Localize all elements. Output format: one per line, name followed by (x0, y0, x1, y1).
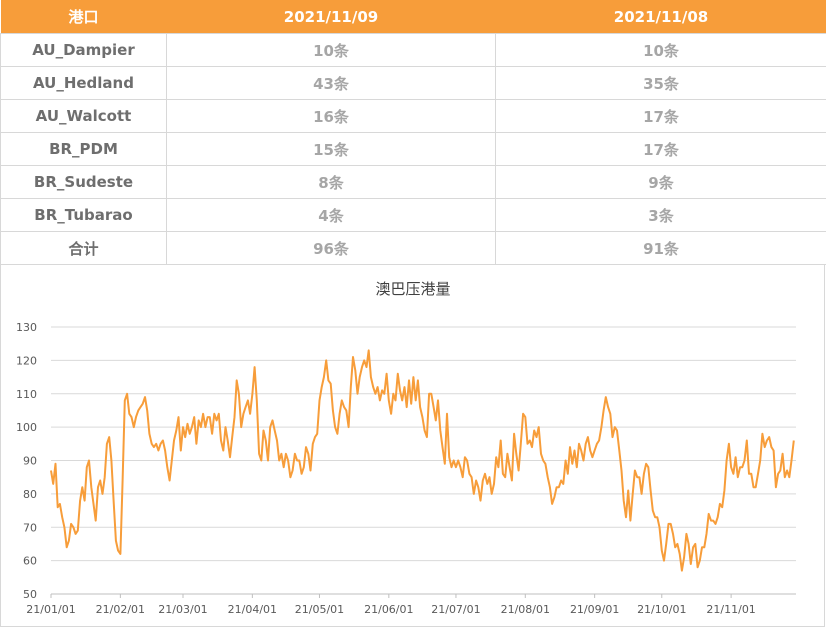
count-cell: 3条 (495, 198, 826, 232)
count-cell: 17条 (495, 99, 826, 133)
total-label-cell: 合计 (0, 231, 167, 265)
chart-frame (0, 265, 825, 627)
count-cell: 43条 (166, 66, 496, 100)
x-tick-label: 21/11/01 (706, 603, 755, 616)
x-tick-label: 21/06/01 (364, 603, 413, 616)
y-tick-label: 60 (23, 555, 37, 568)
port-cell: BR_Tubarao (0, 198, 167, 232)
x-tick-label: 21/07/01 (431, 603, 480, 616)
x-tick-label: 21/05/01 (295, 603, 344, 616)
port-table: 港口 2021/11/09 2021/11/08 AU_Dampier 10条 … (0, 0, 826, 265)
count-cell: 9条 (495, 165, 826, 199)
table-row: BR_Tubarao 4条 3条 (0, 198, 826, 232)
y-tick-label: 110 (16, 388, 37, 401)
header-port: 港口 (0, 0, 167, 34)
y-tick-label: 130 (16, 321, 37, 334)
x-tick-label: 21/09/01 (570, 603, 619, 616)
count-cell: 35条 (495, 66, 826, 100)
header-date-2: 2021/11/08 (495, 0, 826, 34)
y-tick-label: 120 (16, 354, 37, 367)
x-tick-label: 21/01/01 (26, 603, 75, 616)
line-chart: 50 60 70 80 90 100 110 120 130 21/01/01 21/02/01 21… (16, 321, 796, 616)
x-tick-label: 21/10/01 (637, 603, 686, 616)
series-line (50, 349, 795, 572)
table-row: AU_Walcott 16条 17条 (0, 99, 826, 133)
port-cell: AU_Walcott (0, 99, 167, 133)
y-tick-label: 70 (23, 521, 37, 534)
chart-title: 澳巴压港量 (375, 280, 451, 298)
x-tick-label: 21/04/01 (228, 603, 277, 616)
count-cell: 10条 (166, 33, 496, 67)
y-tick-label: 90 (23, 455, 37, 468)
table-row: AU_Dampier 10条 10条 (0, 33, 826, 67)
count-cell: 4条 (166, 198, 496, 232)
count-cell: 15条 (166, 132, 496, 166)
count-cell: 17条 (495, 132, 826, 166)
header-date-1: 2021/11/09 (166, 0, 496, 34)
count-cell: 16条 (166, 99, 496, 133)
table-row: AU_Hedland 43条 35条 (0, 66, 826, 100)
x-tick-label: 21/02/01 (96, 603, 145, 616)
total-count-cell: 91条 (495, 231, 826, 265)
y-tick-label: 100 (16, 421, 37, 434)
count-cell: 8条 (166, 165, 496, 199)
port-cell: BR_Sudeste (0, 165, 167, 199)
port-cell: AU_Hedland (0, 66, 167, 100)
table-row: BR_Sudeste 8条 9条 (0, 165, 826, 199)
y-tick-label: 80 (23, 488, 37, 501)
port-cell: BR_PDM (0, 132, 167, 166)
x-tick-label: 21/08/01 (501, 603, 550, 616)
table-header-row: 港口 2021/11/09 2021/11/08 (0, 0, 826, 34)
total-count-cell: 96条 (166, 231, 496, 265)
y-tick-label: 50 (23, 588, 37, 601)
port-cell: AU_Dampier (0, 33, 167, 67)
x-tick-label: 21/03/01 (158, 603, 207, 616)
table-row: BR_PDM 15条 17条 (0, 132, 826, 166)
count-cell: 10条 (495, 33, 826, 67)
table-row-total: 合计 96条 91条 (0, 231, 826, 265)
